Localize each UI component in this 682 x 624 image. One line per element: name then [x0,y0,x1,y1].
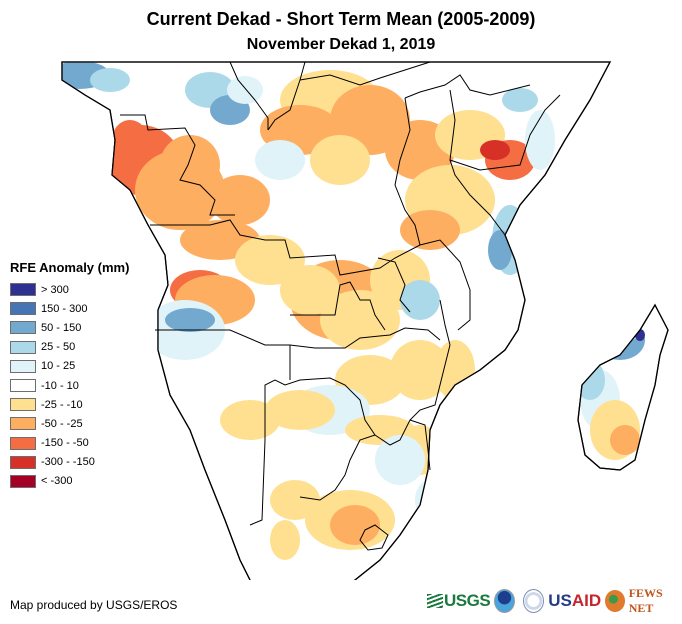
legend-label: -300 - -150 [41,456,95,469]
legend-label: 10 - 25 [41,360,76,373]
anomaly-patch [227,76,263,104]
anomaly-patch [575,360,605,400]
legend-label: > 300 [41,283,69,296]
legend-swatch [10,359,36,373]
anomaly-patch [135,150,225,230]
legend-item: 25 - 50 [10,338,129,357]
anomaly-patch [210,175,270,225]
legend-item: -300 - -150 [10,453,129,472]
anomaly-patch [270,520,300,560]
map-title: Current Dekad - Short Term Mean (2005-20… [146,9,536,29]
anomaly-layer [62,62,645,560]
legend-item: > 300 [10,280,129,299]
legend-title: RFE Anomaly (mm) [10,260,130,275]
anomaly-patch [255,140,305,180]
anomaly-patch [90,68,130,92]
legend-swatch [10,398,36,412]
anomaly-patch [488,230,512,270]
noaa-logo-icon [494,589,516,613]
anomaly-patch [310,135,370,185]
legend-label: 50 - 150 [41,321,82,334]
legend-label: -10 - 10 [41,379,79,392]
legend-swatch [10,340,36,354]
legend-item: < -300 [10,472,129,491]
legend-label: -25 - -10 [41,398,83,411]
anomaly-patch [400,210,460,250]
legend-label: 150 - 300 [41,302,88,315]
anomaly-patch [270,480,320,520]
anomaly-patch [220,400,280,440]
usgs-waves-icon [427,594,443,608]
legend-label: -150 - -50 [41,437,89,450]
usgs-logo: USGS [427,591,491,611]
legend-label: < -300 [41,475,73,488]
legend-swatch [10,379,36,393]
legend-label: 25 - 50 [41,341,76,354]
anomaly-patch [375,435,425,485]
legend-item: -10 - 10 [10,376,129,395]
legend-item: -50 - -25 [10,414,129,433]
legend-swatch [10,417,36,431]
anomaly-patch [165,308,215,332]
legend-swatch [10,321,36,335]
legend-item: 10 - 25 [10,357,129,376]
legend-label: -50 - -25 [41,417,83,430]
map-subtitle: November Dekad 1, 2019 [246,36,436,53]
anomaly-patch [415,480,445,520]
legend-item: 50 - 150 [10,318,129,337]
anomaly-patch [330,505,380,545]
anomaly-patch [390,340,450,400]
anomaly-patch [610,425,640,455]
legend-swatch [10,436,36,450]
usaid-logo: US AID [548,591,602,610]
anomaly-patch [480,140,510,160]
map-credit: Map produced by USGS/EROS [10,598,178,612]
partner-logos: USGS US AID FEWS NET [427,586,682,616]
legend-item: -25 - -10 [10,395,129,414]
legend-swatch [10,455,36,469]
usaid-seal-icon [523,589,545,613]
anomaly-patch [525,110,555,170]
legend-swatch [10,283,36,297]
legend: RFE Anomaly (mm) > 300 150 - 300 50 - 150 2… [10,260,129,491]
legend-item: 150 - 300 [10,299,129,318]
anomaly-patch [400,280,440,320]
anomaly-patch [265,390,335,430]
anomaly-patch [112,120,148,160]
anomaly-patch [320,290,400,350]
anomaly-patch [502,88,538,112]
legend-swatch [10,302,36,316]
rfe-anomaly-map [61,61,669,580]
fews-net-logo: FEWS NET [628,586,663,615]
fews-globe-icon [605,590,625,612]
country-borders [61,61,669,580]
legend-item: -150 - -50 [10,434,129,453]
legend-swatch [10,474,36,488]
anomaly-patch [280,265,340,315]
